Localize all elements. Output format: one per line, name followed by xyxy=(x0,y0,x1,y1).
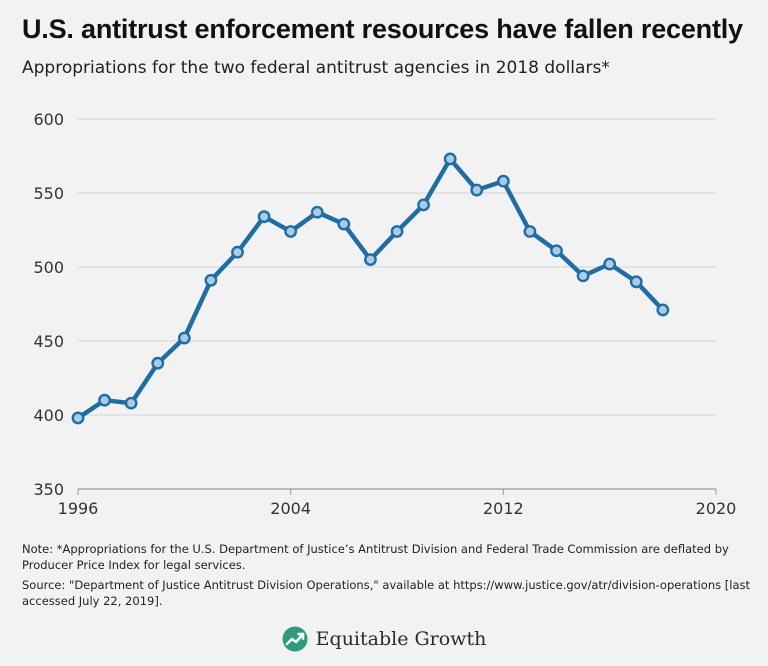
data-point-2016 xyxy=(603,257,617,271)
y-tick-label: 450 xyxy=(33,332,64,351)
series-line-layer xyxy=(75,156,666,421)
gridlines xyxy=(78,118,716,490)
data-point-2004 xyxy=(284,225,298,238)
data-point-2010 xyxy=(443,152,457,166)
x-tick-label: 2004 xyxy=(270,499,311,518)
data-point-2017 xyxy=(629,275,643,289)
chart-title: U.S. antitrust enforcement resources hav… xyxy=(22,14,743,44)
chart-notes: Note: *Appropriations for the U.S. Depar… xyxy=(22,541,752,613)
data-point-2008 xyxy=(390,225,404,238)
data-point-2014 xyxy=(550,244,563,258)
x-axis-ticks: 1996 2004 2012 2020 xyxy=(58,489,737,518)
note-text: Note: *Appropriations for the U.S. Depar… xyxy=(22,542,729,572)
source-text: Source: "Department of Justice Antitrust… xyxy=(22,578,750,608)
growth-leaf-icon xyxy=(282,626,308,652)
data-point-2007 xyxy=(364,253,377,267)
data-point-2002 xyxy=(231,245,244,259)
data-point-2001 xyxy=(204,273,218,287)
data-point-2011 xyxy=(470,183,484,197)
y-tick-label: 600 xyxy=(33,110,64,129)
y-tick-label: 550 xyxy=(33,184,64,203)
y-tick-label: 500 xyxy=(33,258,64,277)
series-line xyxy=(75,156,666,421)
brand-logo: Equitable Growth xyxy=(0,626,768,652)
x-tick-label: 2012 xyxy=(483,499,524,518)
x-tick-label: 1996 xyxy=(58,499,99,518)
data-point-2009 xyxy=(417,198,430,212)
y-axis-ticks: 350 400 450 500 550 600 xyxy=(33,110,64,499)
data-point-2005 xyxy=(310,205,324,219)
data-point-2018 xyxy=(656,303,670,317)
data-point-2015 xyxy=(576,269,590,283)
data-point-2003 xyxy=(257,210,271,224)
data-points xyxy=(71,152,670,425)
data-point-1996 xyxy=(71,411,85,425)
data-point-1997 xyxy=(98,393,111,407)
y-tick-label: 400 xyxy=(33,406,64,425)
chart-subtitle: Appropriations for the two federal antit… xyxy=(22,58,610,78)
data-point-2000 xyxy=(177,331,191,345)
x-tick-label: 2020 xyxy=(696,499,737,518)
line-chart: 350 400 450 500 550 600 1996 2004 2012 2020 xyxy=(33,110,737,518)
data-point-2013 xyxy=(523,225,537,238)
data-point-2012 xyxy=(496,174,510,188)
data-point-1998 xyxy=(124,396,138,410)
y-tick-label: 350 xyxy=(33,480,64,499)
data-point-2006 xyxy=(337,217,351,231)
brand-name: Equitable Growth xyxy=(315,628,487,650)
data-point-1999 xyxy=(151,356,165,370)
